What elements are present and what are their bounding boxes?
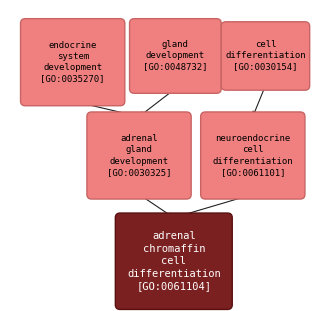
Text: adrenal
gland
development
[GO:0030325]: adrenal gland development [GO:0030325]: [107, 134, 171, 177]
FancyBboxPatch shape: [21, 19, 125, 106]
FancyBboxPatch shape: [115, 213, 232, 309]
FancyBboxPatch shape: [201, 112, 305, 199]
FancyBboxPatch shape: [221, 22, 310, 90]
FancyBboxPatch shape: [130, 19, 221, 93]
Text: adrenal
chromaffin
cell
differentiation
[GO:0061104]: adrenal chromaffin cell differentiation …: [127, 231, 221, 291]
Text: neuroendocrine
cell
differentiation
[GO:0061101]: neuroendocrine cell differentiation [GO:…: [212, 134, 293, 177]
Text: endocrine
system
development
[GO:0035270]: endocrine system development [GO:0035270…: [40, 41, 105, 83]
Text: gland
development
[GO:0048732]: gland development [GO:0048732]: [143, 40, 208, 72]
Text: cell
differentiation
[GO:0030154]: cell differentiation [GO:0030154]: [225, 40, 306, 72]
FancyBboxPatch shape: [87, 112, 191, 199]
